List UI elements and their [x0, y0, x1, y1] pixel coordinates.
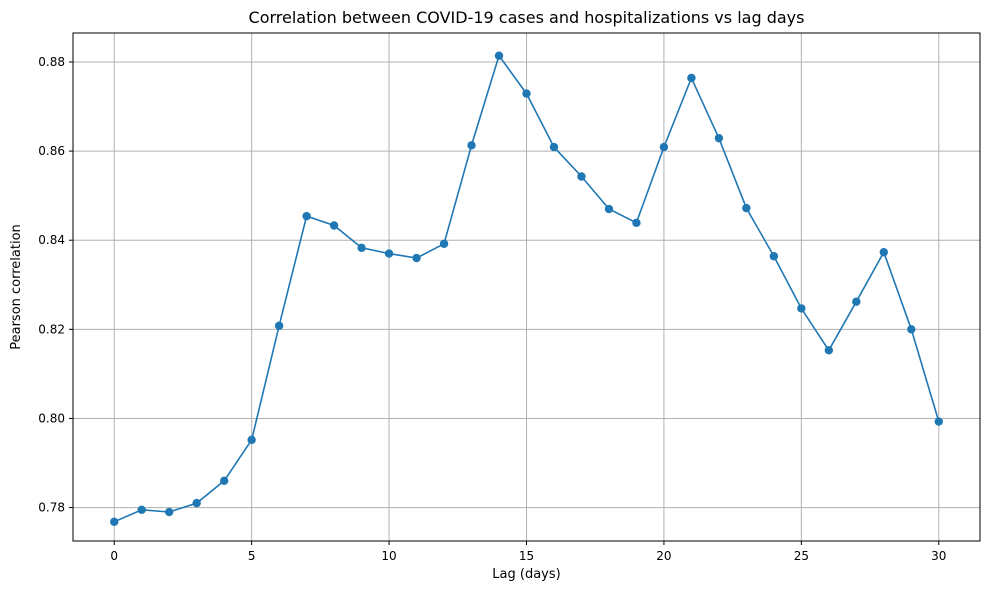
data-point	[329, 221, 339, 230]
y-tick-label: 0.84	[38, 233, 65, 247]
data-point	[274, 321, 284, 330]
data-markers	[110, 51, 943, 527]
y-tick-label: 0.82	[38, 322, 65, 336]
data-point	[824, 346, 834, 355]
data-point	[742, 203, 751, 213]
data-point	[302, 211, 311, 221]
y-tick-label: 0.86	[38, 144, 65, 158]
data-point	[522, 89, 531, 98]
x-tick-label: 5	[248, 549, 256, 563]
y-axis-label: Pearson correlation	[9, 224, 24, 350]
y-tick-label: 0.78	[38, 501, 65, 515]
data-point	[164, 507, 174, 517]
grid	[73, 33, 980, 541]
data-point	[714, 133, 724, 143]
data-point	[110, 517, 119, 527]
data-point	[659, 142, 669, 152]
data-point	[879, 248, 889, 257]
x-tick-label: 20	[656, 549, 671, 563]
data-point	[797, 304, 806, 313]
data-point	[467, 141, 476, 150]
data-point	[632, 218, 641, 228]
data-point	[219, 476, 229, 486]
data-point	[494, 51, 504, 60]
x-tick-label: 30	[931, 549, 946, 563]
y-tick-label: 0.88	[38, 55, 65, 69]
data-point	[357, 243, 366, 252]
chart-title: Correlation between COVID-19 cases and h…	[249, 8, 805, 27]
data-point	[687, 73, 696, 83]
axis-ticks: 0 5 10 15 20 25 30 0.78 0.80 0.82 0.84 0.86 0.88	[38, 55, 946, 563]
x-tick-label: 25	[794, 549, 809, 563]
data-point	[384, 249, 394, 258]
x-axis-label: Lag (days)	[492, 567, 560, 582]
data-point	[769, 252, 779, 261]
data-point	[439, 239, 449, 248]
x-tick-label: 15	[519, 549, 534, 563]
data-point	[934, 417, 943, 426]
data-point	[577, 172, 586, 181]
data-point	[549, 142, 559, 152]
data-point	[137, 505, 146, 515]
data-point	[604, 204, 614, 214]
data-point	[412, 253, 421, 263]
x-tick-label: 0	[110, 549, 118, 563]
data-point	[192, 498, 201, 508]
x-tick-label: 10	[381, 549, 396, 563]
data-point	[247, 435, 256, 445]
data-point	[907, 325, 916, 334]
y-tick-label: 0.80	[38, 411, 65, 425]
data-point	[852, 297, 861, 306]
